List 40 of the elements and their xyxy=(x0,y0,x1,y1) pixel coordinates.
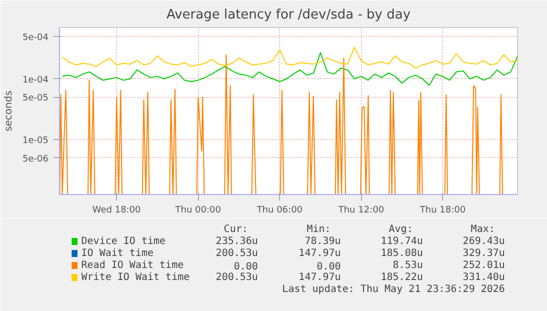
x-tick-label: Thu 12:00 xyxy=(337,206,384,216)
text: 200.53u xyxy=(216,272,258,283)
legend-label: Read IO Wait time xyxy=(81,260,184,271)
line-series xyxy=(60,54,504,194)
y-tick-label: 1e-04 xyxy=(22,75,49,86)
legend-label: IO Wait time xyxy=(81,248,154,259)
text: 331.40u xyxy=(462,272,505,283)
text: 78.39u xyxy=(304,236,341,247)
text: 235.36u xyxy=(216,236,258,247)
text: 185.08u xyxy=(380,248,423,259)
y-axis-title: seconds xyxy=(4,90,15,132)
x-tick-label: Thu 18:00 xyxy=(418,206,466,216)
line-series xyxy=(62,46,518,69)
text: Cur: xyxy=(224,224,248,235)
text: 185.22u xyxy=(380,272,423,283)
text: 8.53u xyxy=(392,260,423,271)
text: 119.74u xyxy=(380,236,423,247)
y-tick-label: 5e-06 xyxy=(22,154,49,164)
legend-label: Device IO time xyxy=(81,236,166,247)
x-tick-label: Thu 00:00 xyxy=(174,206,222,216)
x-tick-label: Wed 18:00 xyxy=(92,206,142,216)
text: Avg: xyxy=(388,224,413,235)
text: Last update: Thu May 21 23:36:29 2026 xyxy=(282,284,505,295)
text: 0.00 xyxy=(316,262,341,272)
text: 269.43u xyxy=(462,236,505,247)
legend-label: Write IO Wait time xyxy=(81,272,190,283)
text: 200.53u xyxy=(216,248,258,259)
y-tick-label: 5e-05 xyxy=(22,94,49,104)
y-tick-label: 1e-05 xyxy=(22,136,49,146)
text: Max: xyxy=(470,224,495,235)
x-tick-label: Thu 06:00 xyxy=(256,206,303,216)
text: 252.01u xyxy=(462,260,505,271)
chart-title: Average latency for /dev/sda - by day xyxy=(166,8,411,22)
text: 0.00 xyxy=(234,262,258,272)
text: 147.97u xyxy=(298,272,341,283)
text: 329.37u xyxy=(462,248,505,259)
text: 147.97u xyxy=(298,248,341,259)
y-tick-label: 5e-04 xyxy=(22,32,49,43)
text: Min: xyxy=(306,224,331,235)
line-series xyxy=(62,52,518,86)
